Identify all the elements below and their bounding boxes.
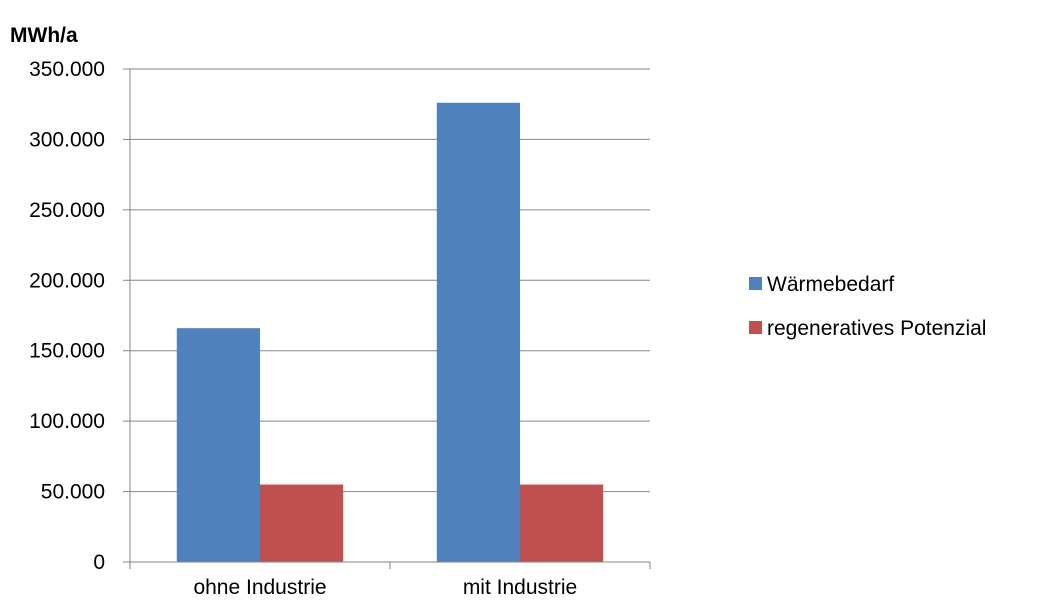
y-tick-label: 200.000 [29, 269, 105, 292]
x-tick-label: mit Industrie [463, 576, 577, 599]
legend-swatch [749, 321, 762, 334]
y-axis-unit-label: MWh/a [10, 24, 78, 47]
bar [520, 484, 604, 562]
axes [123, 68, 651, 569]
legend: Wärmebedarf regeneratives Potenzial [749, 273, 986, 340]
legend-label: Wärmebedarf [767, 273, 894, 296]
y-tick-label: 100.000 [29, 410, 105, 433]
y-tick-label: 300.000 [29, 128, 105, 151]
y-tick-label: 350.000 [29, 58, 105, 81]
legend-swatch [749, 277, 762, 290]
bar [176, 328, 260, 562]
y-tick-labels: 0 50.000 100.000 150.000 200.000 250.000 300.0… [29, 58, 105, 574]
y-tick-label: 0 [93, 551, 105, 574]
y-tick-label: 250.000 [29, 199, 105, 222]
x-tick-label: ohne Industrie [193, 576, 326, 599]
bar [260, 484, 344, 562]
legend-label: regeneratives Potenzial [767, 317, 986, 340]
y-tick-label: 50.000 [41, 481, 105, 504]
x-tick-labels: ohne Industrie mit Industrie [193, 576, 577, 599]
y-tick-label: 150.000 [29, 340, 105, 363]
bars [176, 102, 604, 562]
bar [436, 102, 520, 562]
